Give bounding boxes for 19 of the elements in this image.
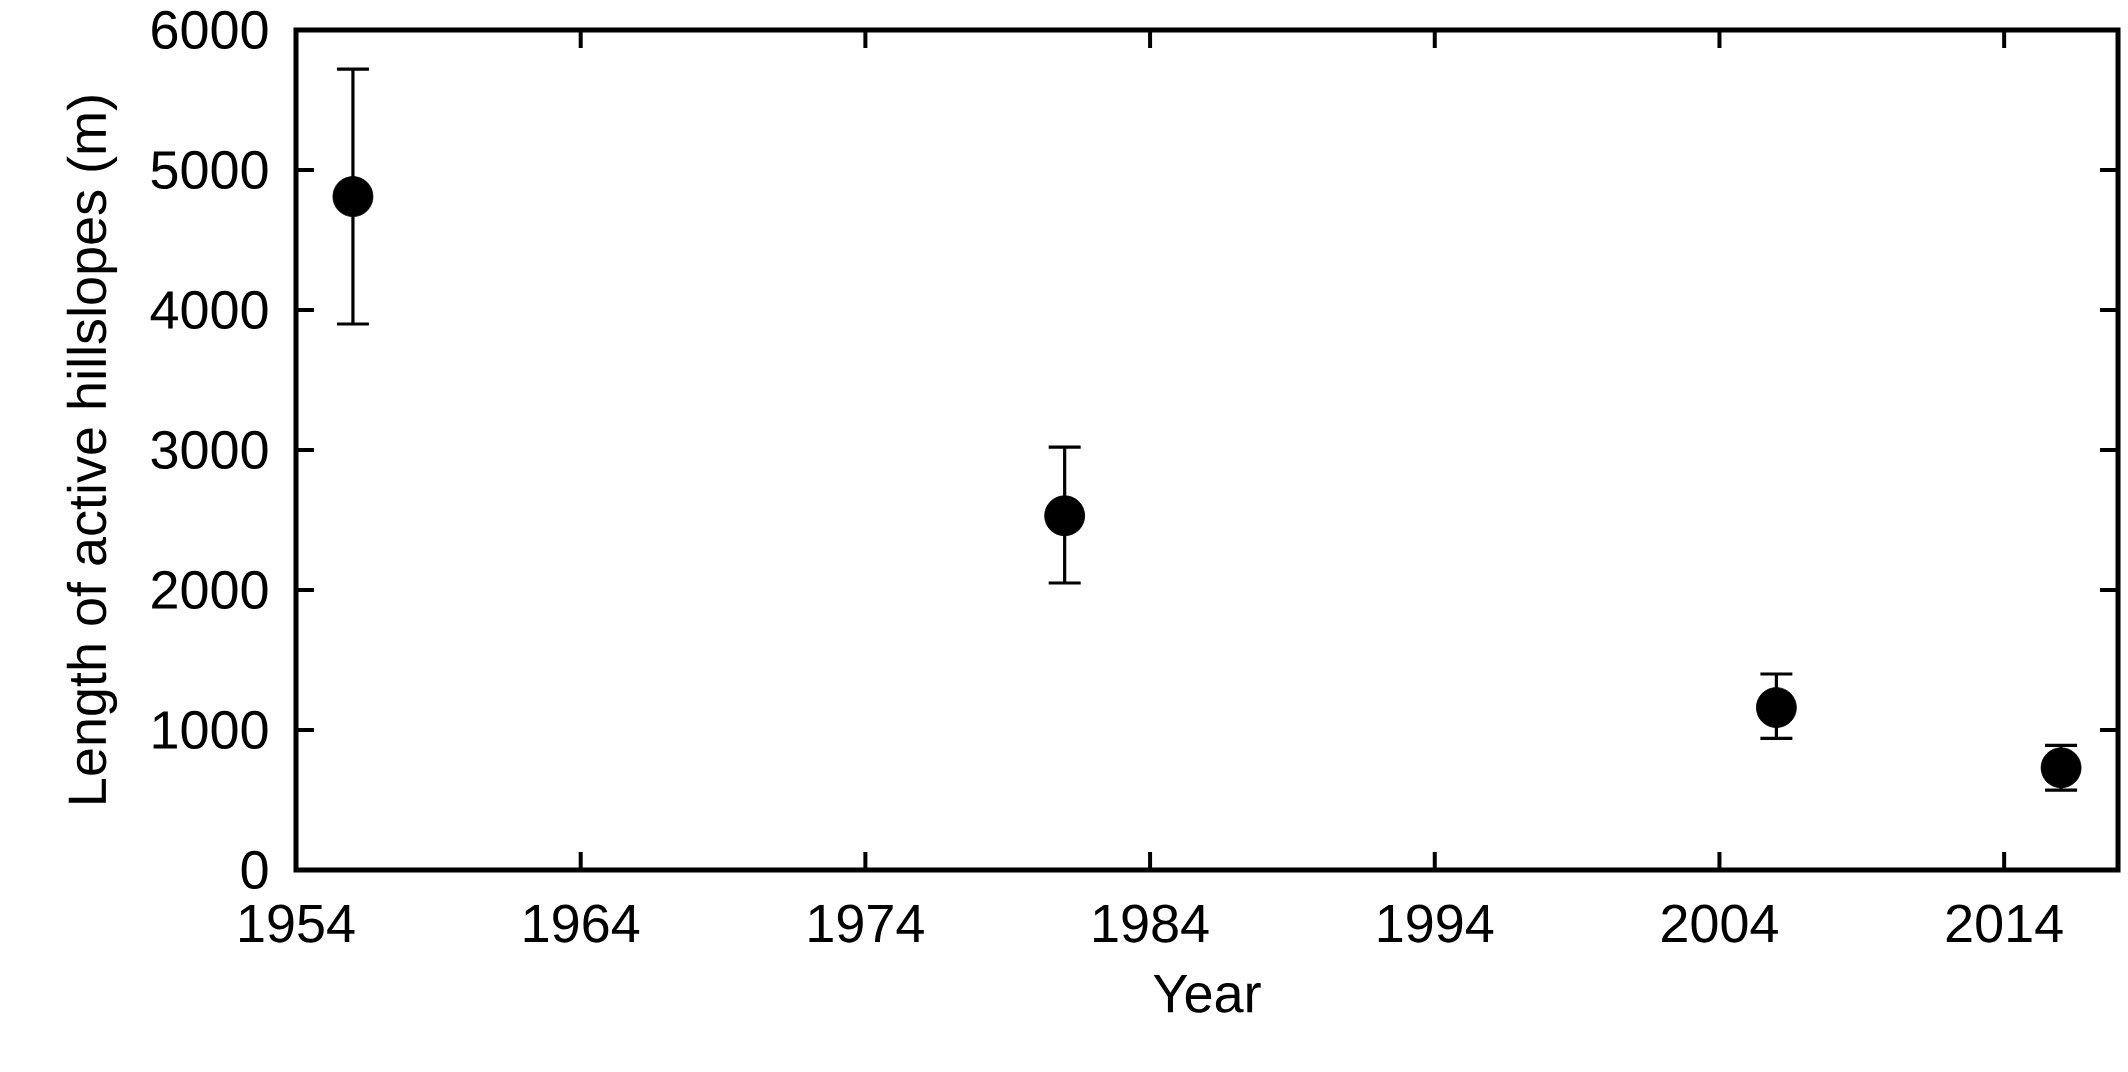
point bbox=[332, 176, 374, 217]
y-tick-label: 0 bbox=[241, 850, 268, 890]
y-axis-title: Length of active hillslopes (m) bbox=[66, 96, 118, 803]
y-tick-label: 5000 bbox=[151, 150, 268, 190]
point bbox=[1044, 495, 1086, 537]
y-tick-label: 1000 bbox=[153, 710, 268, 750]
x-tick-label: 2004 bbox=[1662, 904, 1778, 943]
x-tick-label: 1984 bbox=[1094, 904, 1209, 943]
x-tick-label: 1954 bbox=[240, 904, 355, 943]
point bbox=[1755, 687, 1797, 728]
y-tick-label: 6000 bbox=[152, 10, 268, 50]
x-tick-label: 1964 bbox=[524, 904, 640, 943]
x-tick-label: 1974 bbox=[809, 904, 924, 943]
x-tick-label: 2014 bbox=[1946, 904, 2063, 943]
x-tick-label: 1994 bbox=[1378, 904, 1494, 943]
y-tick-label: 4000 bbox=[150, 290, 268, 330]
y-tick-label: 2000 bbox=[152, 570, 268, 610]
x-axis-title: Year bbox=[1153, 975, 1261, 1013]
y-tick-label: 3000 bbox=[151, 430, 268, 470]
